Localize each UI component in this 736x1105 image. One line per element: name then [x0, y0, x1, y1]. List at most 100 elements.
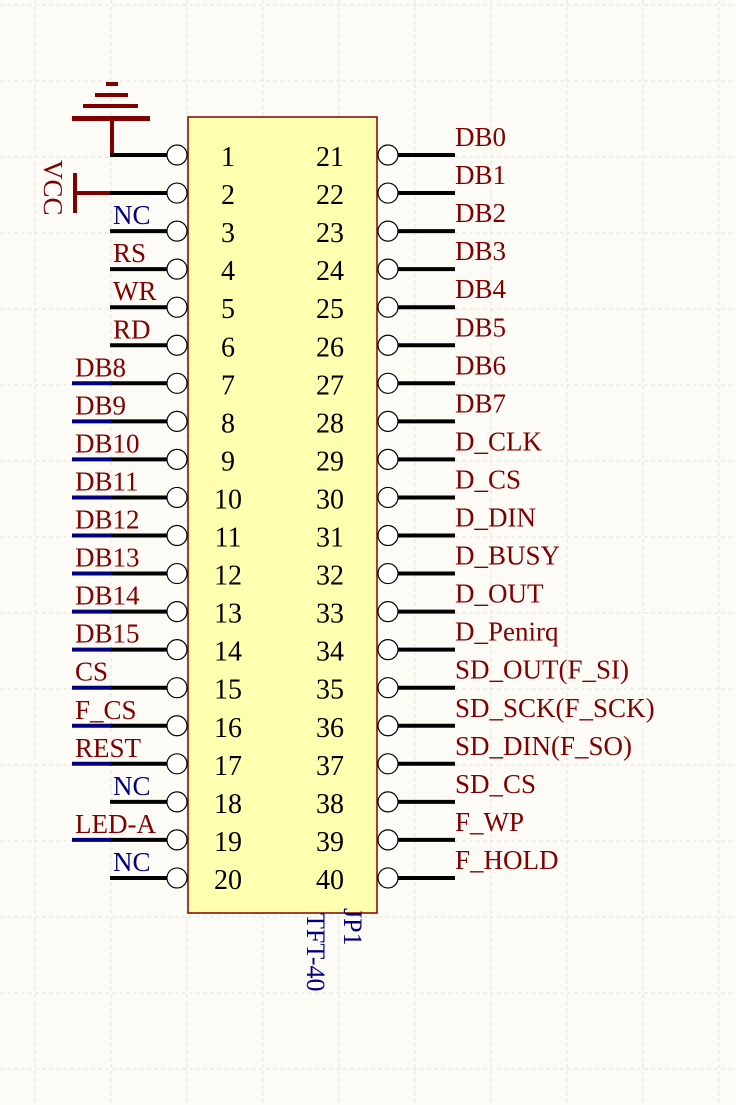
pin-inverter-circle — [166, 791, 188, 813]
pin-5[interactable]: 5 WR — [110, 276, 235, 325]
pin-2[interactable]: 2 — [110, 180, 235, 211]
pin-number: 13 — [214, 599, 242, 630]
pin-number: 4 — [221, 256, 235, 287]
net-label: LED-A — [75, 809, 156, 839]
net-label: D_DIN — [455, 503, 536, 533]
net-label: RD — [113, 314, 151, 344]
component-body[interactable] — [187, 116, 378, 914]
pin-25[interactable]: 25 DB4 — [316, 274, 507, 325]
pin-36[interactable]: 36 SD_SCK(F_SCK) — [316, 693, 655, 744]
pin-18[interactable]: 18 NC — [110, 771, 242, 820]
pin-number: 27 — [316, 370, 344, 401]
pin-inverter-circle — [377, 829, 399, 851]
pin-inverter-circle — [166, 296, 188, 318]
pin-12[interactable]: 12 DB13 — [72, 543, 242, 592]
pin-27[interactable]: 27 DB6 — [316, 350, 506, 401]
pin-inverter-circle — [166, 715, 188, 737]
pin-28[interactable]: 28 DB7 — [316, 388, 506, 439]
pin-inverter-circle — [377, 639, 399, 661]
net-label: DB13 — [75, 543, 140, 573]
net-label: DB2 — [455, 198, 506, 228]
pin-16[interactable]: 16 F_CS — [72, 695, 242, 744]
pin-22[interactable]: 22 DB1 — [316, 160, 506, 211]
net-label: D_Penirq — [455, 617, 559, 647]
net-label: F_WP — [455, 807, 524, 837]
pin-inverter-circle — [377, 296, 399, 318]
pin-40[interactable]: 40 F_HOLD — [316, 845, 559, 896]
pin-17[interactable]: 17 REST — [72, 733, 242, 782]
net-label: RS — [113, 238, 146, 268]
pin-34[interactable]: 34 D_Penirq — [316, 617, 559, 668]
pin-35[interactable]: 35 SD_OUT(F_SI) — [316, 655, 629, 706]
pin-8[interactable]: 8 DB9 — [72, 390, 235, 439]
pin-39[interactable]: 39 F_WP — [316, 807, 524, 858]
net-label: DB1 — [455, 160, 506, 190]
net-label: SD_CS — [455, 769, 536, 799]
pin-38[interactable]: 38 SD_CS — [316, 769, 536, 820]
net-label: DB12 — [75, 505, 140, 535]
pin-20[interactable]: 20 NC — [110, 847, 242, 896]
pin-21[interactable]: 21 DB0 — [316, 122, 506, 173]
pin-inverter-circle — [377, 600, 399, 623]
pin-14[interactable]: 14 DB15 — [72, 619, 242, 668]
pin-10[interactable]: 10 DB11 — [72, 466, 242, 515]
pin-number: 24 — [316, 256, 344, 287]
net-label: DB15 — [75, 619, 140, 649]
pin-29[interactable]: 29 D_CLK — [316, 426, 543, 477]
pin-number: 17 — [214, 751, 242, 782]
pin-inverter-circle — [166, 448, 188, 470]
net-label: CS — [75, 657, 108, 687]
pin-11[interactable]: 11 DB12 — [72, 505, 241, 554]
pin-9[interactable]: 9 DB10 — [72, 428, 235, 477]
pin-number: 33 — [316, 599, 344, 630]
net-label: DB6 — [455, 350, 506, 380]
net-label: SD_DIN(F_SO) — [455, 731, 632, 761]
pin-33[interactable]: 33 D_OUT — [316, 579, 544, 630]
net-label: REST — [75, 733, 142, 763]
pin-31[interactable]: 31 D_DIN — [316, 503, 536, 554]
pin-number: 1 — [221, 142, 235, 173]
pin-number: 35 — [316, 675, 344, 706]
pin-30[interactable]: 30 D_CS — [316, 464, 521, 515]
pin-number: 40 — [316, 865, 344, 896]
pin-1[interactable]: 1 — [110, 142, 235, 173]
pin-inverter-circle — [377, 562, 399, 585]
pin-number: 31 — [316, 523, 344, 554]
pin-15[interactable]: 15 CS — [72, 657, 242, 706]
pin-32[interactable]: 32 D_BUSY — [316, 541, 560, 592]
net-label: DB7 — [455, 388, 506, 418]
pin-number: 34 — [316, 637, 344, 668]
pin-24[interactable]: 24 DB3 — [316, 236, 506, 287]
pin-inverter-circle — [377, 334, 399, 356]
pin-inverter-circle — [377, 448, 399, 470]
pin-number: 12 — [214, 561, 242, 592]
pin-26[interactable]: 26 DB5 — [316, 312, 506, 363]
pin-23[interactable]: 23 DB2 — [316, 198, 506, 249]
pin-inverter-circle — [377, 220, 399, 242]
pin-37[interactable]: 37 SD_DIN(F_SO) — [316, 731, 632, 782]
pin-inverter-circle — [166, 372, 188, 394]
net-label: DB8 — [75, 352, 126, 382]
pin-inverter-circle — [166, 410, 188, 432]
pin-number: 8 — [221, 408, 235, 439]
net-label: F_CS — [75, 695, 137, 725]
designator-label: JP1 — [338, 908, 367, 946]
pin-inverter-circle — [377, 372, 399, 394]
pin-number: 22 — [316, 180, 344, 211]
pin-number: 3 — [221, 218, 235, 249]
net-label: DB14 — [75, 581, 140, 611]
pin-13[interactable]: 13 DB14 — [72, 581, 242, 630]
pin-number: 25 — [316, 294, 344, 325]
pin-6[interactable]: 6 RD — [110, 314, 235, 363]
pin-3[interactable]: 3 NC — [110, 200, 235, 249]
pin-number: 16 — [214, 713, 242, 744]
pin-4[interactable]: 4 RS — [110, 238, 235, 287]
pin-19[interactable]: 19 LED-A — [72, 809, 242, 858]
pin-number: 29 — [316, 446, 344, 477]
net-label: SD_SCK(F_SCK) — [455, 693, 655, 723]
pin-inverter-circle — [377, 182, 399, 204]
pin-inverter-circle — [377, 791, 399, 813]
pin-7[interactable]: 7 DB8 — [72, 352, 235, 401]
net-label: D_OUT — [455, 579, 544, 609]
